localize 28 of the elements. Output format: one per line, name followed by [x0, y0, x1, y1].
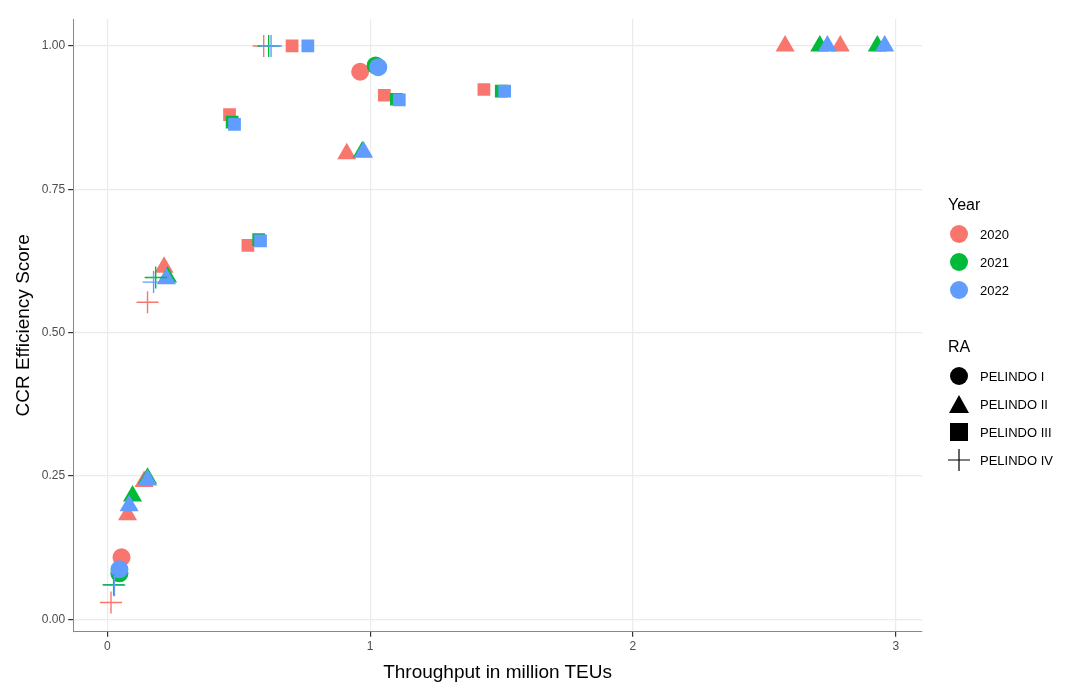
- point: [136, 291, 159, 314]
- y-axis-title: CCR Efficiency Score: [11, 234, 33, 417]
- legend-label: 2021: [980, 254, 1009, 270]
- legend-title: Year: [948, 196, 982, 214]
- legend-label: 2022: [980, 282, 1009, 298]
- text: PELINDO I: [980, 368, 1045, 384]
- text: PELINDO IV: [980, 452, 1053, 468]
- x-tick-label: 2: [629, 639, 637, 654]
- y-tick-label: 0.50: [41, 324, 66, 339]
- legend-label: 2020: [980, 226, 1009, 242]
- x-tick-label: 0: [103, 639, 111, 654]
- y-tick-label: 0.75: [41, 181, 66, 196]
- y-tick-label: 0.00: [41, 611, 66, 626]
- text: PELINDO III: [980, 424, 1052, 440]
- x-axis-title: Throughput in million TEUs: [383, 660, 612, 682]
- x-tick-label: 1: [366, 639, 374, 654]
- point: [100, 591, 122, 614]
- point: [351, 62, 370, 81]
- point: [498, 84, 512, 98]
- point: [477, 83, 491, 96]
- x-tick-label: 3: [892, 639, 900, 654]
- y-tick-label: 0.25: [41, 468, 66, 483]
- text: RA: [948, 338, 972, 356]
- point: [110, 560, 129, 579]
- text: PELINDO II: [980, 396, 1048, 412]
- point: [377, 88, 391, 102]
- point: [301, 39, 315, 53]
- y-tick-label: 1.00: [41, 38, 66, 53]
